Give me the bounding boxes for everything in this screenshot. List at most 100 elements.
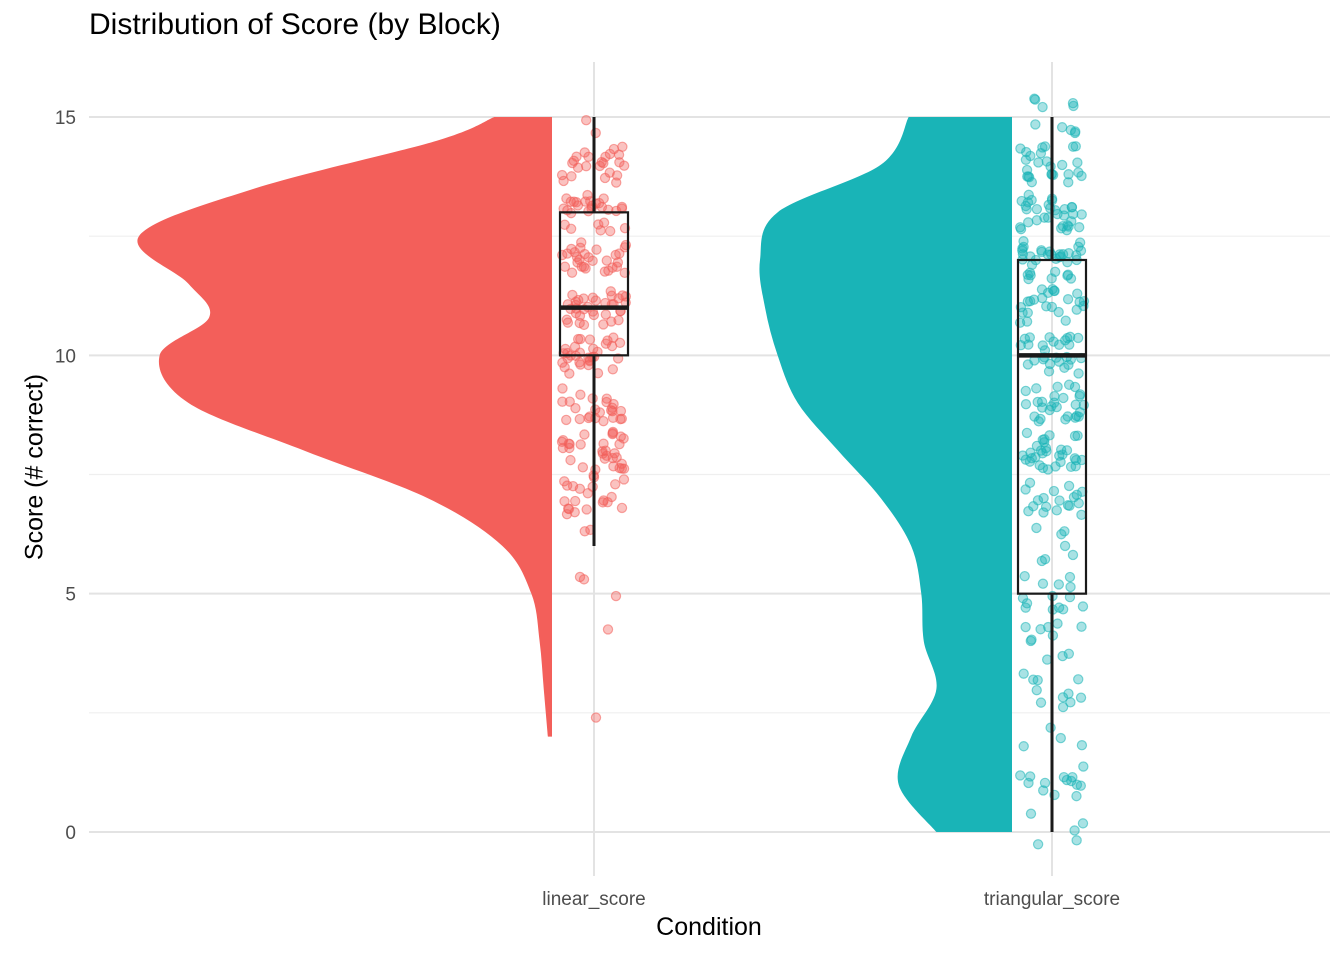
data-point-triangular_score (1035, 697, 1047, 708)
x-axis-label: Condition (656, 913, 762, 941)
data-point-triangular_score (1071, 835, 1082, 846)
data-point-linear_score (617, 290, 628, 301)
data-point-linear_score (556, 169, 568, 181)
data-point-linear_score (618, 474, 630, 485)
density-cloud-triangular_score (759, 117, 1012, 832)
data-point-linear_score (614, 438, 625, 450)
data-point-triangular_score (1029, 94, 1041, 105)
data-point-linear_score (572, 257, 583, 268)
data-point-triangular_score (1025, 808, 1037, 819)
data-point-triangular_score (1019, 570, 1030, 582)
data-point-triangular_score (1070, 126, 1081, 137)
data-point-triangular_score (1075, 780, 1087, 791)
data-point-linear_score (570, 402, 581, 414)
data-point-triangular_score (1051, 505, 1062, 516)
data-point-linear_score (601, 393, 612, 404)
data-point-triangular_score (1053, 579, 1065, 590)
data-point-linear_score (599, 172, 611, 184)
data-point-linear_score (580, 160, 592, 172)
data-point-linear_score (566, 267, 578, 278)
x-tick-label: triangular_score (984, 889, 1120, 910)
data-point-linear_score (582, 488, 594, 499)
data-point-triangular_score (1052, 618, 1063, 629)
data-point-triangular_score (1053, 306, 1064, 318)
outlier-point-linear_score (602, 624, 614, 635)
data-point-triangular_score (1032, 839, 1044, 850)
data-point-linear_score (598, 495, 609, 506)
data-point-triangular_score (1053, 339, 1065, 350)
data-point-linear_score (599, 453, 611, 464)
data-point-linear_score (569, 495, 581, 507)
data-point-triangular_score (1023, 189, 1034, 201)
data-point-triangular_score (1023, 777, 1034, 789)
data-point-triangular_score (1018, 668, 1029, 679)
data-point-triangular_score (1024, 295, 1036, 307)
data-point-triangular_score (1057, 701, 1069, 713)
data-point-linear_score (574, 317, 585, 329)
data-point-linear_score (580, 196, 591, 207)
density-cloud-linear_score (137, 117, 552, 737)
data-point-triangular_score (1029, 411, 1040, 422)
data-point-triangular_score (1076, 209, 1087, 220)
data-point-linear_score (564, 368, 575, 379)
data-point-linear_score (574, 483, 586, 494)
data-point-triangular_score (1058, 771, 1070, 783)
outlier-point-linear_score (590, 712, 602, 723)
data-point-triangular_score (1037, 292, 1048, 304)
data-point-linear_score (575, 389, 586, 400)
data-point-triangular_score (1023, 171, 1034, 182)
data-point-triangular_score (1046, 301, 1058, 313)
data-point-linear_score (610, 249, 621, 261)
data-point-triangular_score (1064, 500, 1075, 512)
data-point-triangular_score (1078, 761, 1089, 772)
data-point-triangular_score (1057, 650, 1068, 662)
data-point-triangular_score (1052, 381, 1063, 392)
x-tick-labels: linear_score triangular_score (542, 889, 1120, 910)
data-point-triangular_score (1075, 692, 1087, 703)
data-point-linear_score (557, 383, 568, 394)
data-point-triangular_score (1042, 464, 1054, 475)
data-point-triangular_score (1018, 741, 1029, 752)
data-point-linear_score (604, 225, 616, 237)
data-point-triangular_score (1036, 284, 1048, 295)
data-point-linear_score (566, 171, 577, 182)
data-point-triangular_score (1044, 332, 1055, 343)
data-point-linear_score (580, 115, 592, 126)
data-point-linear_score (565, 454, 576, 466)
data-point-linear_score (595, 225, 606, 236)
data-point-linear_score (557, 442, 569, 454)
data-point-linear_score (575, 359, 586, 370)
data-point-linear_score (615, 413, 626, 425)
data-point-triangular_score (1073, 368, 1084, 379)
data-point-linear_score (598, 415, 609, 427)
data-point-linear_score (601, 255, 612, 266)
chart-title: Distribution of Score (by Block) (89, 8, 501, 41)
data-point-triangular_score (1020, 602, 1031, 613)
data-point-triangular_score (1056, 122, 1068, 133)
outlier-point-linear_score (578, 574, 590, 585)
data-point-linear_score (605, 405, 617, 416)
data-point-linear_score (561, 480, 573, 491)
data-point-linear_score (607, 452, 618, 464)
data-point-triangular_score (1026, 453, 1038, 464)
data-point-triangular_score (1021, 316, 1033, 327)
data-point-triangular_score (1033, 157, 1044, 168)
data-point-triangular_score (1038, 785, 1049, 796)
data-point-triangular_score (1020, 154, 1032, 165)
data-point-triangular_score (1035, 148, 1047, 159)
data-point-linear_score (569, 507, 580, 518)
y-tick-labels: 0 5 10 15 (55, 108, 76, 844)
data-point-triangular_score (1072, 288, 1083, 299)
outlier-point-linear_score (610, 590, 622, 602)
data-point-triangular_score (1037, 578, 1049, 589)
data-point-triangular_score (1057, 449, 1068, 460)
data-point-linear_score (559, 219, 570, 230)
data-point-triangular_score (1046, 273, 1057, 284)
data-point-linear_score (617, 141, 628, 152)
data-point-triangular_score (1028, 501, 1039, 512)
data-point-triangular_score (1062, 294, 1074, 305)
data-point-triangular_score (1055, 732, 1066, 744)
data-point-triangular_score (1038, 507, 1049, 518)
data-point-triangular_score (1031, 383, 1042, 394)
data-point-linear_score (561, 414, 572, 426)
